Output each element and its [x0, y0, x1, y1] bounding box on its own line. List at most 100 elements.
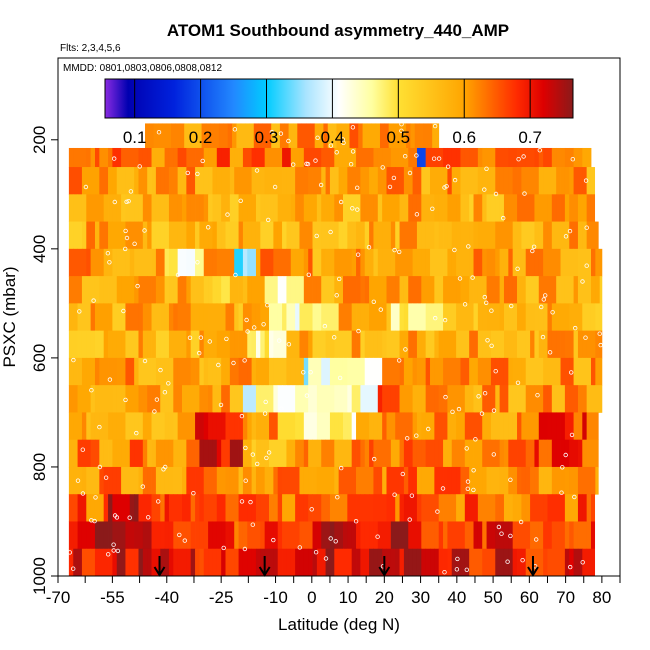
heatmap-cell: [138, 466, 144, 495]
heatmap-cell: [260, 147, 266, 168]
heatmap-cell: [425, 439, 431, 468]
colorbar-gradient: [104, 78, 574, 119]
heatmap-cell: [569, 248, 574, 277]
heatmap-cell: [377, 194, 383, 222]
sample-dot: [142, 358, 148, 364]
sample-dot: [392, 492, 397, 497]
heatmap-cell: [447, 412, 453, 441]
heatmap-cell: [582, 385, 588, 413]
heatmap-cell: [251, 521, 257, 550]
heatmap-cell: [334, 439, 340, 468]
heatmap-cell: [134, 548, 139, 576]
heatmap-cell: [416, 303, 422, 332]
heatmap-cell: [490, 385, 496, 413]
heatmap-cell: [495, 385, 501, 413]
heatmap-cell: [425, 303, 431, 332]
heatmap-cell: [473, 221, 479, 250]
heatmap-cell: [351, 439, 357, 468]
heatmap-cell: [521, 494, 527, 522]
heatmap-cell: [512, 248, 518, 277]
heatmap-cell: [390, 303, 396, 332]
heatmap-cell: [212, 330, 218, 359]
heatmap-cell: [408, 194, 413, 222]
sample-dot: [432, 123, 438, 129]
heatmap-cell: [234, 466, 239, 495]
heatmap-cell: [521, 412, 527, 441]
heatmap-cell: [186, 412, 192, 441]
heatmap-cell: [373, 439, 379, 468]
sample-dot: [414, 153, 419, 158]
heatmap-cell: [177, 147, 183, 168]
heatmap-cell: [316, 276, 322, 304]
heatmap-cell: [438, 221, 444, 250]
heatmap-cell: [292, 123, 298, 149]
heatmap-cell: [412, 194, 418, 222]
heatmap-cell: [129, 439, 135, 468]
heatmap-cell: [525, 466, 531, 495]
heatmap-cell: [134, 439, 139, 468]
heatmap-cell: [595, 357, 601, 386]
heatmap-cell: [142, 357, 148, 386]
heatmap-cell: [582, 521, 588, 550]
x-tick-label: -25: [209, 588, 234, 607]
heatmap-cell: [112, 412, 118, 441]
heatmap-cell: [451, 385, 457, 413]
heatmap-cell: [508, 494, 514, 522]
sample-dot: [75, 478, 81, 483]
heatmap-cell: [179, 123, 185, 149]
heatmap-cell: [460, 330, 466, 359]
heatmap-cell: [199, 167, 205, 195]
heatmap-cell: [395, 521, 400, 550]
heatmap-cell: [299, 548, 305, 576]
heatmap-cell: [495, 221, 501, 250]
sample-dot: [250, 452, 255, 457]
sample-dot: [450, 409, 455, 414]
heatmap-cell: [342, 439, 348, 468]
heatmap-cell: [538, 194, 544, 222]
heatmap-cell: [247, 439, 253, 468]
heatmap-cell: [395, 194, 400, 222]
heatmap-cell: [399, 385, 405, 413]
heatmap-cell: [284, 123, 289, 149]
heatmap-cell: [416, 330, 422, 359]
heatmap-cell: [316, 412, 322, 441]
sample-dot: [400, 471, 405, 477]
heatmap-cell: [242, 248, 248, 277]
heatmap-cell: [490, 521, 496, 550]
heatmap-cell: [212, 276, 218, 304]
heatmap-cell: [125, 330, 131, 359]
heatmap-cell: [173, 248, 179, 277]
heatmap-cell: [138, 330, 144, 359]
heatmap-cell: [266, 123, 272, 149]
heatmap-cell: [295, 221, 300, 250]
heatmap-cell: [386, 494, 392, 522]
chart-title: ATOM1 Southbound asymmetry_440_AMP: [167, 21, 509, 40]
sample-dot: [93, 495, 98, 500]
heatmap-cell: [395, 548, 400, 576]
heatmap-cell: [364, 548, 370, 576]
heatmap-cell: [86, 385, 92, 413]
heatmap-cell: [590, 521, 596, 550]
heatmap-cell: [203, 521, 209, 550]
heatmap-cell: [273, 412, 279, 441]
heatmap-cell: [134, 357, 139, 386]
heatmap-cell: [547, 385, 553, 413]
heatmap-cell: [153, 123, 159, 149]
heatmap-cell: [260, 412, 266, 441]
heatmap-cell: [279, 123, 285, 149]
sample-dot: [520, 558, 525, 563]
heatmap-cell: [577, 494, 583, 522]
heatmap-cell: [338, 494, 344, 522]
heatmap-cell: [312, 494, 318, 522]
heatmap-cell: [438, 548, 444, 576]
heatmap-cell: [242, 303, 248, 332]
heatmap-cell: [325, 412, 331, 441]
heatmap-cell: [569, 221, 574, 250]
heatmap-cell: [164, 147, 170, 168]
x-tick-label: 80: [592, 588, 611, 607]
heatmap-cell: [142, 248, 148, 277]
heatmap-cell: [517, 167, 522, 195]
heatmap-cell: [129, 221, 135, 250]
heatmap-cell: [373, 357, 379, 386]
heatmap-cell: [403, 357, 409, 386]
